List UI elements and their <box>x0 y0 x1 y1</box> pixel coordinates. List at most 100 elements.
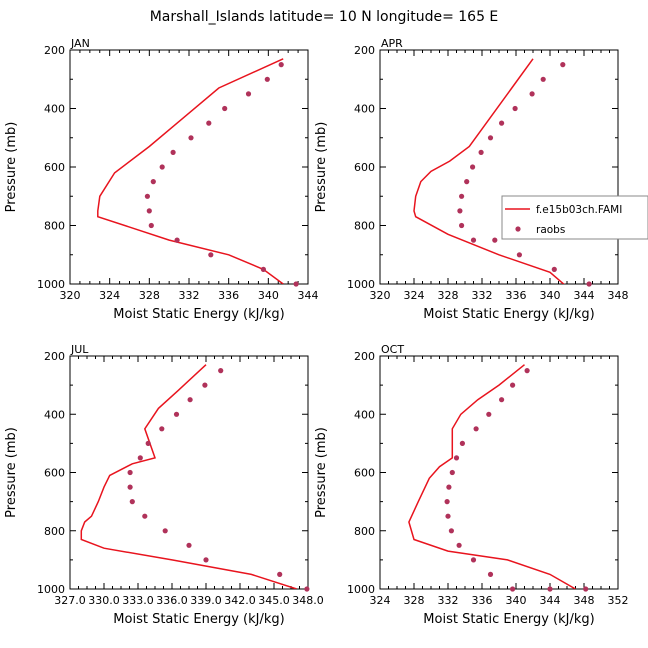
raobs-point <box>464 179 470 185</box>
raobs-point <box>478 149 484 155</box>
raobs-point <box>144 193 150 199</box>
y-tick-label: 1000 <box>347 583 375 596</box>
panel-title: OCT <box>381 343 404 356</box>
raobs-point <box>459 440 465 446</box>
x-tick-label: 344 <box>298 289 319 302</box>
raobs-point <box>509 382 516 388</box>
x-tick-label: 345.0 <box>258 594 290 607</box>
raobs-point <box>529 91 535 97</box>
x-tick-label: 328 <box>404 594 425 607</box>
raobs-point <box>187 397 193 403</box>
y-tick-label: 800 <box>44 525 65 538</box>
y-axis-label: Pressure (mb) <box>4 122 19 213</box>
raobs-point <box>473 426 479 432</box>
raobs-point <box>202 382 208 388</box>
x-tick-label: 332 <box>472 289 493 302</box>
x-tick-label: 342.0 <box>224 594 256 607</box>
raobs-point <box>278 62 284 68</box>
raobs-point <box>206 120 212 126</box>
raobs-point <box>159 164 165 170</box>
raobs-point <box>459 222 465 229</box>
x-tick-label: 328 <box>139 289 160 302</box>
x-tick-label: 339.0 <box>190 594 222 607</box>
y-tick-label: 400 <box>354 408 375 421</box>
raobs-point <box>146 208 152 214</box>
x-tick-label: 324 <box>404 289 425 302</box>
raobs-point <box>203 557 209 563</box>
x-tick-label: 328 <box>438 289 459 302</box>
legend-marker-swatch <box>515 226 521 232</box>
raobs-point <box>492 237 498 243</box>
y-axis-label: Pressure (mb) <box>314 427 329 518</box>
panel-title: JUL <box>70 343 89 356</box>
raobs-point <box>264 76 270 82</box>
raobs-point <box>170 149 176 155</box>
y-tick-label: 200 <box>44 44 65 57</box>
y-tick-label: 1000 <box>37 278 65 291</box>
y-tick-label: 400 <box>44 103 65 116</box>
y-tick-label: 1000 <box>37 583 65 596</box>
raobs-point <box>137 455 143 461</box>
raobs-point <box>148 222 154 229</box>
y-tick-label: 200 <box>354 44 375 57</box>
raobs-point <box>208 252 214 258</box>
plot-frame <box>379 355 619 590</box>
model-series-line <box>80 364 297 589</box>
y-tick-label: 600 <box>44 161 65 174</box>
raobs-point <box>470 164 476 170</box>
x-tick-label: 344 <box>574 289 595 302</box>
y-tick-label: 1000 <box>347 278 375 291</box>
raobs-point <box>551 266 557 272</box>
raobs-point <box>516 252 523 258</box>
raobs-point <box>547 586 553 592</box>
x-tick-label: 352 <box>608 594 629 607</box>
raobs-point <box>150 179 156 185</box>
legend-label-model: f.e15b03ch.FAMI <box>536 204 622 216</box>
y-tick-label: 200 <box>44 350 65 363</box>
y-tick-label: 800 <box>44 220 65 233</box>
raobs-point <box>456 542 462 548</box>
plot-frame <box>379 49 619 285</box>
x-tick-label: 333.0 <box>122 594 154 607</box>
panel-title: JAN <box>70 37 90 50</box>
x-tick-label: 336 <box>218 289 239 302</box>
raobs-point <box>487 571 494 578</box>
x-tick-label: 336 <box>472 594 493 607</box>
raobs-point <box>218 368 224 374</box>
raobs-point <box>470 237 477 243</box>
raobs-point <box>174 237 180 243</box>
x-tick-label: 320 <box>370 289 391 302</box>
x-tick-label: 348.0 <box>292 594 324 607</box>
plot-frame <box>69 49 309 285</box>
panel-oct: 324 328 332 336 340 344 348 352 200 400 600 800 1000… <box>314 343 629 627</box>
x-axis-label: Moist Static Energy (kJ/kg) <box>113 307 284 322</box>
raobs-point <box>583 586 589 592</box>
raobs-point <box>446 484 452 490</box>
legend-label-raobs: raobs <box>536 224 565 236</box>
raobs-point <box>470 557 477 563</box>
raobs-point <box>245 91 252 97</box>
y-tick-label: 400 <box>44 408 65 421</box>
x-tick-label: 348 <box>574 594 595 607</box>
x-tick-label: 332 <box>179 289 200 302</box>
raobs-point <box>486 411 492 417</box>
x-tick-label: 340 <box>258 289 279 302</box>
x-axis-label: Moist Static Energy (kJ/kg) <box>423 307 594 322</box>
raobs-point <box>142 513 148 519</box>
raobs-point <box>487 135 494 141</box>
y-tick-label: 800 <box>354 525 375 538</box>
y-axis-label: Pressure (mb) <box>4 427 19 518</box>
raobs-point <box>560 62 566 68</box>
x-axis-label: Moist Static Energy (kJ/kg) <box>113 612 284 627</box>
x-tick-label: 336 <box>506 289 527 302</box>
raobs-point <box>188 135 194 141</box>
x-tick-label: 320 <box>60 289 81 302</box>
x-tick-label: 327.0 <box>54 594 86 607</box>
raobs-point <box>512 105 518 112</box>
model-series-line <box>408 364 576 589</box>
x-tick-label: 348 <box>608 289 629 302</box>
raobs-point <box>145 440 151 446</box>
x-tick-label: 340 <box>506 594 527 607</box>
raobs-point <box>524 368 530 374</box>
